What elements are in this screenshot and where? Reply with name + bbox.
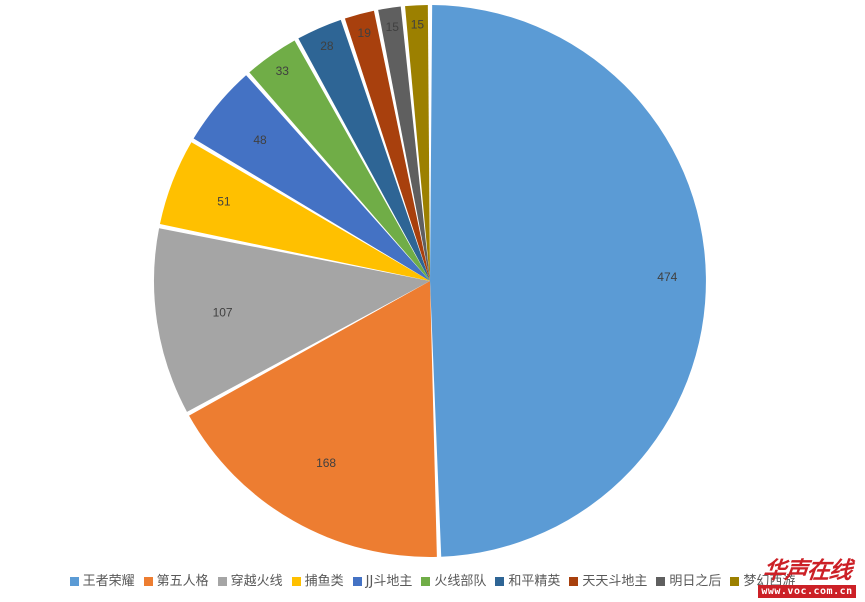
legend-item-label: 梦幻西游	[743, 573, 796, 589]
pie-slice[interactable]	[193, 75, 430, 281]
pie-slice[interactable]	[344, 10, 430, 281]
legend-swatch-icon	[421, 576, 431, 586]
legend-item[interactable]: JJ斗地主	[352, 573, 413, 589]
pie-slice[interactable]	[378, 6, 430, 282]
pie-slices-group	[153, 5, 706, 557]
pie-slice[interactable]	[189, 281, 437, 557]
pie-slice-value-label: 51	[217, 195, 231, 209]
watermark-url: www.voc.com.cn	[758, 585, 856, 598]
legend-item-label: 天天斗地主	[582, 573, 648, 589]
legend-item[interactable]: 捕鱼类	[291, 573, 344, 589]
legend-item[interactable]: 穿越火线	[217, 573, 283, 589]
chart-legend: 王者荣耀 第五人格 穿越火线 捕鱼类 JJ斗地主 火线部队 和平精英 天天斗地主 明日之后 梦幻西…	[0, 566, 865, 596]
pie-plot-area: 474 168 107 51 48 33 28 19 15 15	[153, 5, 706, 557]
legend-item[interactable]: 火线部队	[421, 575, 486, 588]
pie-slice[interactable]	[430, 5, 706, 557]
pie-slice[interactable]	[249, 40, 430, 282]
pie-slice-value-label: 474	[657, 270, 677, 284]
watermark-title: 华声在线	[761, 556, 853, 584]
legend-swatch-icon	[352, 576, 362, 586]
legend-item[interactable]: 王者荣耀	[69, 573, 135, 589]
legend-item-label: 穿越火线	[230, 573, 283, 589]
legend-item[interactable]: 明日之后	[656, 575, 721, 588]
legend-item-label: 和平精英	[508, 573, 561, 589]
pie-slice-value-label: 107	[213, 306, 233, 320]
legend-swatch-icon	[291, 576, 301, 586]
legend-item-label: 王者荣耀	[82, 573, 135, 589]
legend-item-label: 明日之后	[669, 573, 722, 589]
legend-swatch-icon	[69, 576, 79, 586]
pie-svg: 474 168 107 51 48 33 28 19 15 15	[153, 5, 706, 557]
legend-swatch-icon	[143, 576, 153, 586]
legend-item-label: JJ斗地主	[365, 573, 413, 589]
pie-slice[interactable]	[405, 5, 430, 281]
legend-item-label: 捕鱼类	[304, 573, 344, 589]
pie-slice-value-label: 15	[411, 18, 425, 32]
pie-slice-value-label: 15	[386, 20, 400, 34]
legend-item[interactable]: 和平精英	[495, 575, 560, 588]
pie-slice[interactable]	[153, 228, 430, 412]
legend-item[interactable]: 天天斗地主	[569, 575, 647, 588]
legend-swatch-icon	[217, 576, 227, 586]
pie-slice-value-label: 168	[316, 456, 336, 470]
legend-swatch-icon	[569, 576, 579, 586]
pie-slice[interactable]	[298, 19, 430, 281]
legend-item-label: 火线部队	[434, 573, 487, 589]
pie-slice-value-label: 19	[358, 26, 372, 40]
legend-swatch-icon	[495, 576, 505, 586]
legend-item-label: 第五人格	[156, 573, 209, 589]
pie-slice[interactable]	[159, 142, 430, 281]
pie-slice-value-label: 33	[276, 64, 290, 78]
watermark: 华声在线 www.voc.com.cn	[755, 542, 859, 598]
legend-swatch-icon	[730, 576, 740, 586]
pie-value-labels-group: 474 168 107 51 48 33 28 19 15 15	[213, 18, 678, 471]
pie-slice-value-label: 28	[320, 39, 334, 53]
legend-item[interactable]: 第五人格	[143, 573, 209, 589]
legend-swatch-icon	[656, 576, 666, 586]
legend-item[interactable]: 梦幻西游	[730, 575, 795, 588]
pie-slice-value-label: 48	[253, 133, 267, 147]
